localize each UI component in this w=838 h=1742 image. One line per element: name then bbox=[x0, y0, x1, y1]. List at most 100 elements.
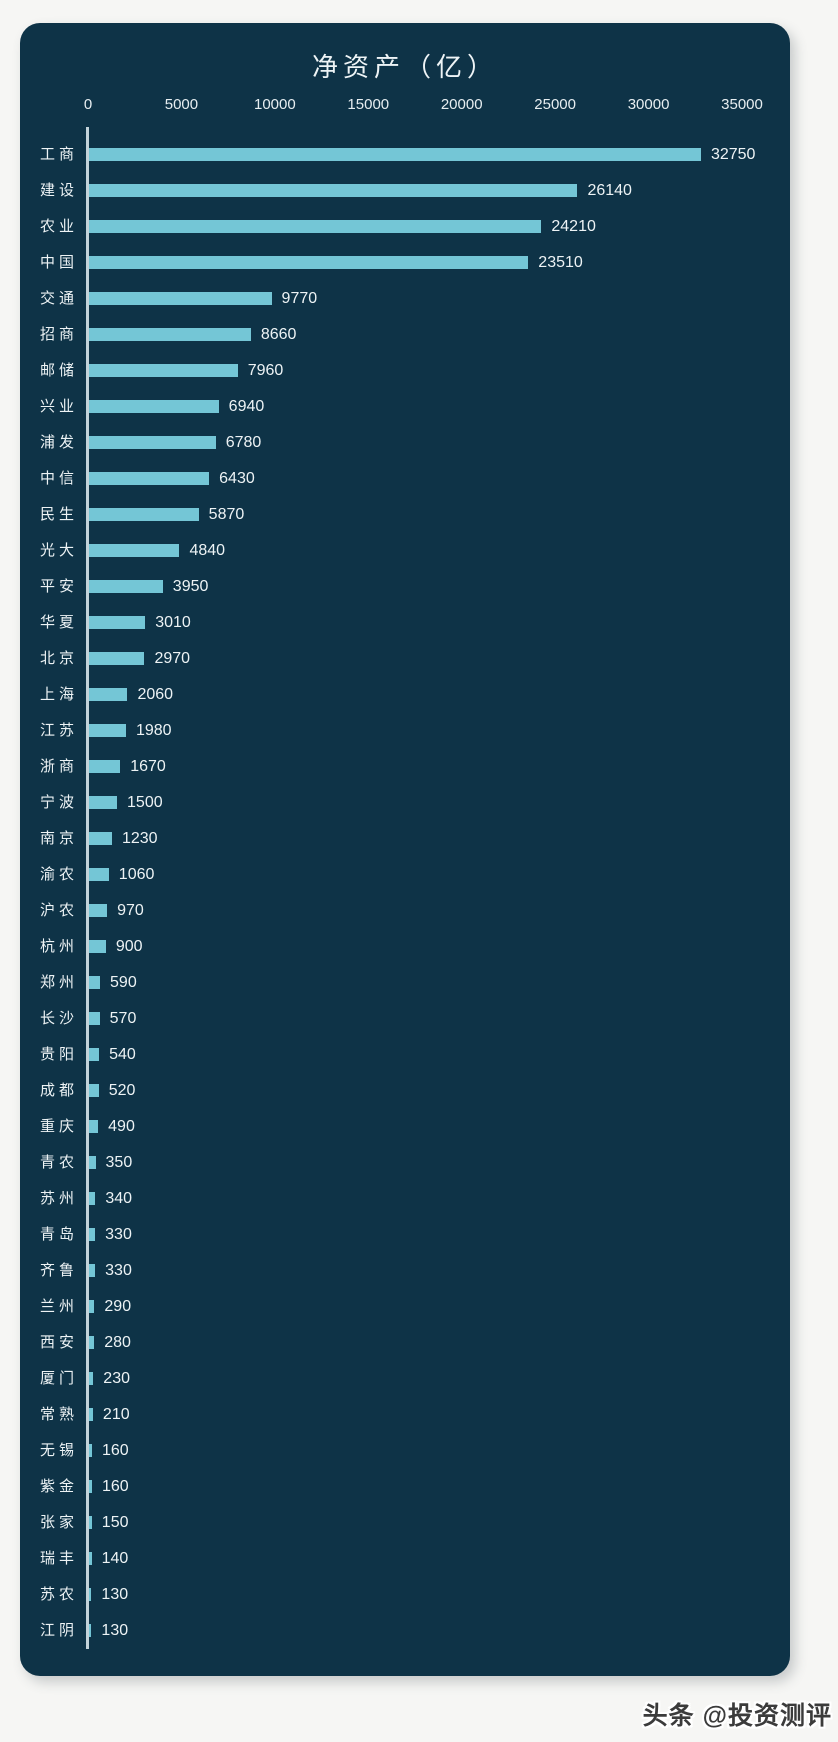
bar bbox=[89, 1444, 92, 1457]
bar-row: 宁波 1500 bbox=[20, 785, 790, 821]
category-label: 郑州 bbox=[39, 974, 78, 991]
category-label: 长沙 bbox=[39, 1010, 78, 1027]
bar-row: 渝农 1060 bbox=[20, 857, 790, 893]
bar bbox=[89, 868, 109, 881]
bar-row: 招商 8660 bbox=[20, 317, 790, 353]
bar bbox=[89, 652, 145, 665]
bar-row: 建设 26140 bbox=[20, 173, 790, 209]
bar-row: 常熟 210 bbox=[20, 1397, 790, 1433]
bar bbox=[89, 724, 126, 737]
y-axis-line bbox=[86, 127, 89, 1649]
value-label: 6430 bbox=[219, 470, 255, 487]
bar bbox=[89, 796, 118, 809]
bar-row: 无锡 160 bbox=[20, 1433, 790, 1469]
value-label: 6780 bbox=[225, 434, 262, 451]
category-label: 平安 bbox=[39, 578, 78, 595]
bar bbox=[89, 940, 106, 953]
value-label: 130 bbox=[101, 1622, 129, 1639]
value-label: 900 bbox=[115, 938, 143, 955]
value-label: 2060 bbox=[137, 686, 174, 703]
value-label: 1060 bbox=[118, 866, 155, 883]
bars-container: 工商 32750 建设 26140 农业 24210 中国 23510 交通 9770 招商 8660… bbox=[20, 137, 790, 1649]
value-label: 350 bbox=[105, 1154, 133, 1171]
bar bbox=[89, 1624, 92, 1637]
category-label: 青岛 bbox=[39, 1226, 78, 1243]
category-label: 重庆 bbox=[39, 1118, 78, 1135]
bar-row: 华夏 3010 bbox=[20, 605, 790, 641]
x-axis-tick-label: 35000 bbox=[721, 96, 763, 113]
value-label: 290 bbox=[104, 1298, 132, 1315]
bar bbox=[89, 1264, 96, 1277]
bar-row: 民生 5870 bbox=[20, 497, 790, 533]
category-label: 宁波 bbox=[39, 794, 78, 811]
bar-row: 北京 2970 bbox=[20, 641, 790, 677]
category-label: 工商 bbox=[39, 146, 78, 163]
category-label: 成都 bbox=[39, 1082, 78, 1099]
category-label: 苏农 bbox=[39, 1586, 78, 1603]
bar-row: 苏州 340 bbox=[20, 1181, 790, 1217]
category-label: 招商 bbox=[39, 326, 78, 343]
value-label: 1670 bbox=[130, 758, 166, 775]
value-label: 970 bbox=[117, 902, 144, 919]
category-label: 无锡 bbox=[39, 1442, 78, 1459]
bar bbox=[89, 904, 108, 917]
value-label: 540 bbox=[109, 1046, 136, 1063]
category-label: 渝农 bbox=[39, 866, 78, 883]
value-label: 32750 bbox=[710, 146, 756, 163]
bar bbox=[89, 1084, 99, 1097]
x-axis-tick-label: 5000 bbox=[164, 96, 199, 113]
bar bbox=[89, 544, 180, 557]
value-label: 280 bbox=[104, 1334, 131, 1351]
category-label: 交通 bbox=[39, 290, 78, 307]
value-label: 3950 bbox=[172, 578, 209, 595]
bar-row: 浙商 1670 bbox=[20, 749, 790, 785]
value-label: 330 bbox=[105, 1262, 132, 1279]
bar bbox=[89, 976, 101, 989]
bar-row: 兰州 290 bbox=[20, 1289, 790, 1325]
value-label: 340 bbox=[105, 1190, 133, 1207]
value-label: 1230 bbox=[121, 830, 158, 847]
bar bbox=[89, 184, 578, 197]
category-label: 紫金 bbox=[39, 1478, 78, 1495]
bar bbox=[89, 1300, 95, 1313]
bar bbox=[89, 508, 199, 521]
value-label: 9770 bbox=[281, 290, 318, 307]
bar-row: 西安 280 bbox=[20, 1325, 790, 1361]
category-label: 张家 bbox=[39, 1514, 78, 1531]
value-label: 130 bbox=[101, 1586, 129, 1603]
bar-row: 青农 350 bbox=[20, 1145, 790, 1181]
chart-card: 净资产（亿） 0 5000 10000 15000 20000 25000 30000 350… bbox=[20, 23, 790, 1676]
category-label: 浙商 bbox=[39, 758, 78, 775]
value-label: 330 bbox=[105, 1226, 132, 1243]
x-axis-tick-label: 10000 bbox=[253, 96, 296, 113]
value-label: 1500 bbox=[127, 794, 163, 811]
category-label: 沪农 bbox=[39, 902, 78, 919]
value-label: 140 bbox=[101, 1550, 129, 1567]
value-label: 590 bbox=[110, 974, 137, 991]
category-label: 厦门 bbox=[39, 1370, 78, 1387]
category-label: 齐鲁 bbox=[39, 1262, 78, 1279]
x-axis-tick-row: 0 5000 10000 15000 20000 25000 30000 35000 bbox=[20, 96, 790, 116]
category-label: 西安 bbox=[39, 1334, 78, 1351]
category-label: 苏州 bbox=[39, 1190, 78, 1207]
bar-row: 兴业 6940 bbox=[20, 389, 790, 425]
bar-row: 郑州 590 bbox=[20, 965, 790, 1001]
bar bbox=[89, 148, 701, 161]
value-label: 8660 bbox=[260, 326, 297, 343]
bar-row: 江阴 130 bbox=[20, 1613, 790, 1649]
bar bbox=[89, 1372, 94, 1385]
bar bbox=[89, 760, 121, 773]
value-label: 230 bbox=[103, 1370, 130, 1387]
category-label: 江苏 bbox=[39, 722, 78, 739]
category-label: 民生 bbox=[39, 506, 78, 523]
value-label: 1980 bbox=[135, 722, 172, 739]
category-label: 贵阳 bbox=[39, 1046, 78, 1063]
bar bbox=[89, 1588, 92, 1601]
value-label: 26140 bbox=[587, 182, 632, 199]
bar bbox=[89, 328, 251, 341]
bar-row: 沪农 970 bbox=[20, 893, 790, 929]
bar-row: 紫金 160 bbox=[20, 1469, 790, 1505]
bar bbox=[89, 832, 112, 845]
value-label: 7960 bbox=[247, 362, 284, 379]
value-label: 4840 bbox=[189, 542, 226, 559]
